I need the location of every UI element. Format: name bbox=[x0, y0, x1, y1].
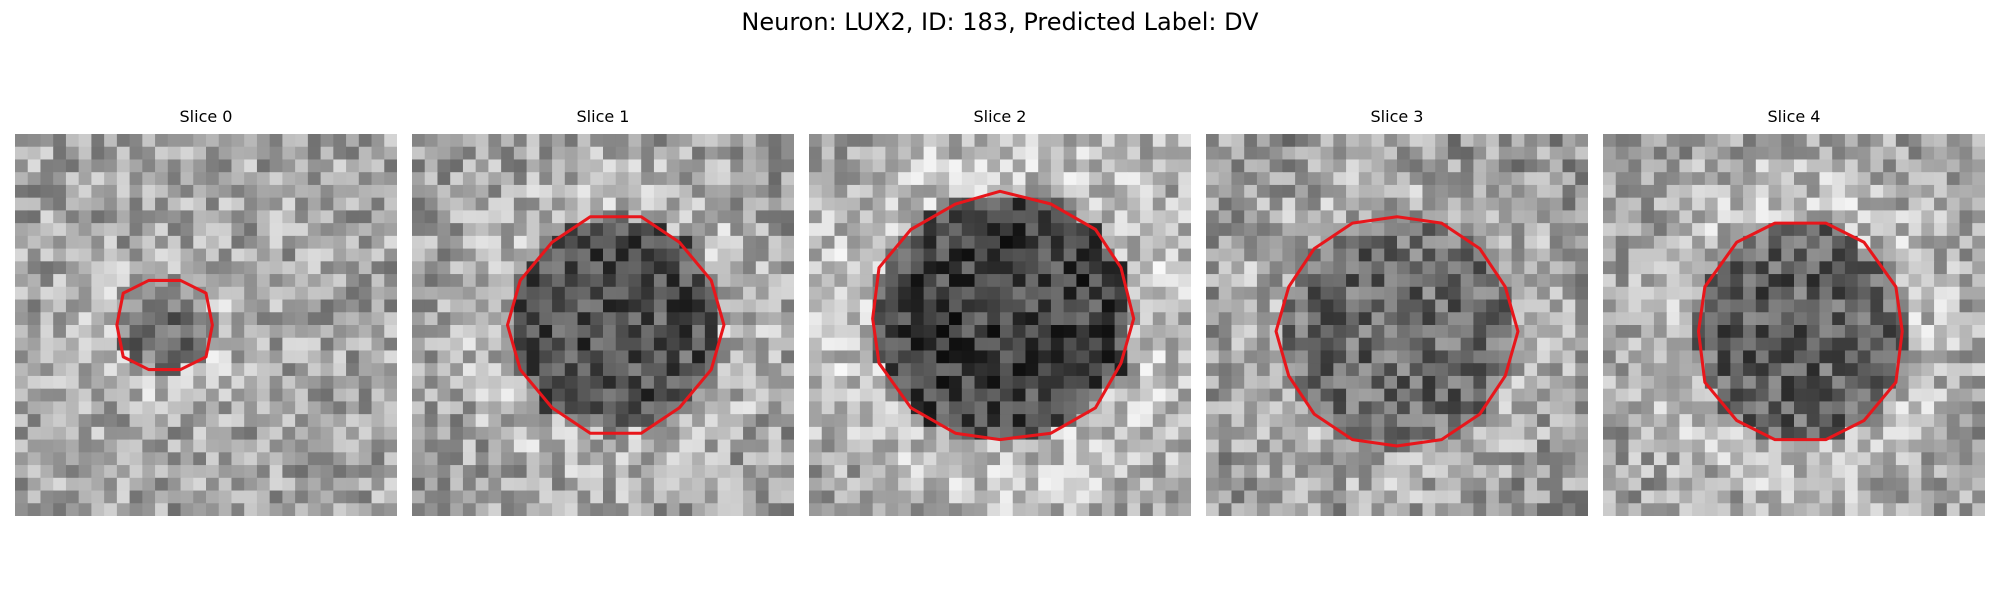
slice-title: Slice 0 bbox=[179, 107, 233, 126]
slice-image bbox=[1206, 134, 1588, 516]
slice-image bbox=[1603, 134, 1985, 516]
slice-title: Slice 1 bbox=[576, 107, 630, 126]
roi-contour bbox=[505, 215, 726, 435]
slice-image bbox=[809, 134, 1191, 516]
roi-contour bbox=[1274, 215, 1520, 448]
slice-title: Slice 2 bbox=[973, 107, 1027, 126]
slice-title: Slice 3 bbox=[1370, 107, 1424, 126]
slice-panel-1: Slice 1 bbox=[412, 107, 794, 517]
slice-panel-0: Slice 0 bbox=[15, 107, 397, 517]
roi-contour bbox=[871, 189, 1136, 442]
roi-contour bbox=[115, 278, 214, 372]
slice-title: Slice 4 bbox=[1767, 107, 1821, 126]
slice-panel-4: Slice 4 bbox=[1603, 107, 1985, 517]
slice-image bbox=[15, 134, 397, 516]
slice-panel-3: Slice 3 bbox=[1206, 107, 1588, 517]
slice-image bbox=[412, 134, 794, 516]
roi-contour bbox=[1696, 221, 1904, 442]
figure-title: Neuron: LUX2, ID: 183, Predicted Label: … bbox=[741, 8, 1259, 36]
slice-panel-2: Slice 2 bbox=[809, 107, 1191, 517]
